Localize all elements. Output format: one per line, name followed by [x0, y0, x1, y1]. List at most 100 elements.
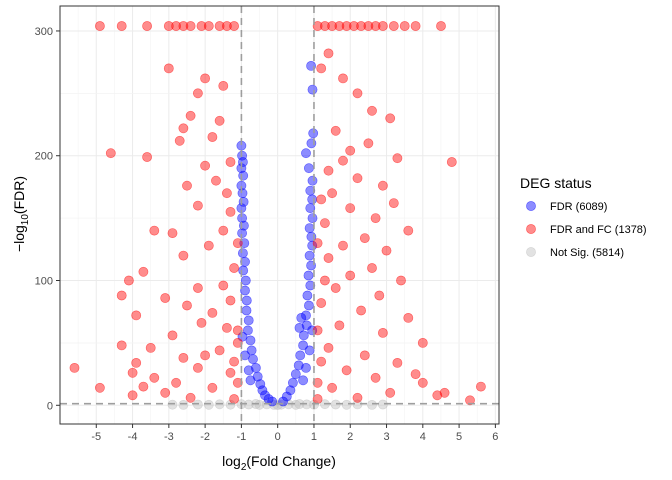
x-axis-title-subscript: 2	[241, 462, 247, 473]
data-point	[95, 382, 105, 393]
x-axis-ticks: -5 -4 -3 -2 -1 0 1 2 3 4 5 6	[91, 424, 498, 443]
data-point	[385, 113, 396, 124]
data-point	[338, 155, 348, 166]
data-point	[127, 390, 138, 401]
data-point	[319, 218, 330, 228]
data-point	[225, 399, 236, 410]
data-point	[367, 263, 377, 273]
data-point	[160, 293, 171, 303]
data-point	[203, 21, 214, 31]
data-point	[116, 290, 127, 301]
data-point	[475, 381, 486, 392]
data-point	[229, 356, 239, 367]
data-point	[245, 335, 256, 346]
data-point	[298, 340, 308, 351]
data-point	[142, 21, 152, 31]
data-point	[237, 157, 248, 167]
data-point	[348, 21, 359, 31]
data-point	[307, 84, 318, 95]
data-point	[185, 110, 196, 121]
data-point	[278, 396, 288, 407]
data-point	[185, 21, 196, 31]
legend-title: DEG status	[520, 175, 592, 191]
data-point	[370, 213, 381, 223]
data-point	[211, 175, 221, 186]
data-point	[307, 213, 318, 223]
legend: DEG status FDR (6089) FDR and FC (1378) No…	[520, 175, 647, 259]
data-point	[241, 305, 252, 316]
x-tick-label: 3	[383, 431, 389, 443]
data-point	[192, 88, 203, 99]
data-point	[138, 266, 149, 277]
data-point	[436, 21, 446, 31]
data-point	[218, 81, 229, 91]
data-point	[237, 188, 248, 199]
data-point	[149, 225, 160, 236]
y-tick-label: 200	[35, 151, 53, 163]
data-point	[392, 153, 403, 164]
data-point	[138, 381, 149, 392]
data-point	[174, 135, 185, 146]
x-tick-label: -3	[164, 431, 174, 443]
data-point	[241, 295, 252, 306]
data-point	[432, 390, 443, 401]
data-point	[312, 238, 323, 248]
data-point	[214, 21, 225, 31]
y-axis-title-subscript: 10	[20, 214, 31, 226]
data-point	[178, 352, 189, 363]
data-point	[218, 225, 229, 236]
data-point	[285, 385, 296, 396]
data-point	[203, 240, 214, 251]
data-point	[410, 21, 421, 31]
x-tick-label: -2	[200, 431, 210, 443]
data-point	[334, 21, 345, 31]
data-point	[290, 399, 301, 410]
data-point	[192, 362, 203, 373]
data-point	[248, 354, 258, 364]
data-point	[403, 225, 414, 236]
data-point	[307, 194, 318, 205]
y-tick-label: 300	[35, 26, 53, 38]
data-point	[330, 283, 341, 293]
x-tick-label: -5	[91, 431, 101, 443]
x-tick-label: -4	[128, 431, 138, 443]
data-point	[341, 365, 352, 376]
data-point	[232, 238, 243, 248]
x-tick-label: 5	[456, 431, 462, 443]
data-point	[243, 365, 254, 376]
data-point	[116, 21, 127, 31]
data-point	[303, 163, 314, 174]
data-point	[167, 330, 178, 341]
reference-lines	[60, 6, 499, 424]
data-point	[323, 253, 334, 263]
data-point	[240, 350, 250, 361]
data-point	[338, 240, 348, 251]
data-point	[352, 173, 363, 184]
data-point	[341, 21, 352, 31]
data-point	[316, 356, 327, 367]
data-point	[304, 223, 315, 233]
data-point	[178, 21, 189, 31]
data-point	[260, 390, 270, 401]
data-point	[338, 73, 348, 84]
data-point	[178, 250, 189, 261]
data-point	[330, 399, 341, 410]
data-point	[293, 360, 304, 371]
data-point	[323, 342, 334, 353]
data-point	[388, 21, 399, 31]
data-point	[352, 392, 363, 403]
x-tick-label: 1	[311, 431, 317, 443]
data-point	[171, 21, 181, 31]
data-point	[225, 157, 236, 167]
data-point	[221, 322, 232, 333]
data-point	[221, 21, 232, 31]
data-point	[301, 362, 311, 373]
data-point	[242, 325, 253, 336]
data-point	[465, 395, 475, 406]
data-point	[312, 21, 323, 31]
data-point	[196, 317, 207, 328]
data-point	[341, 399, 352, 410]
data-point	[316, 194, 327, 205]
data-point	[323, 48, 334, 59]
data-point	[377, 399, 388, 410]
